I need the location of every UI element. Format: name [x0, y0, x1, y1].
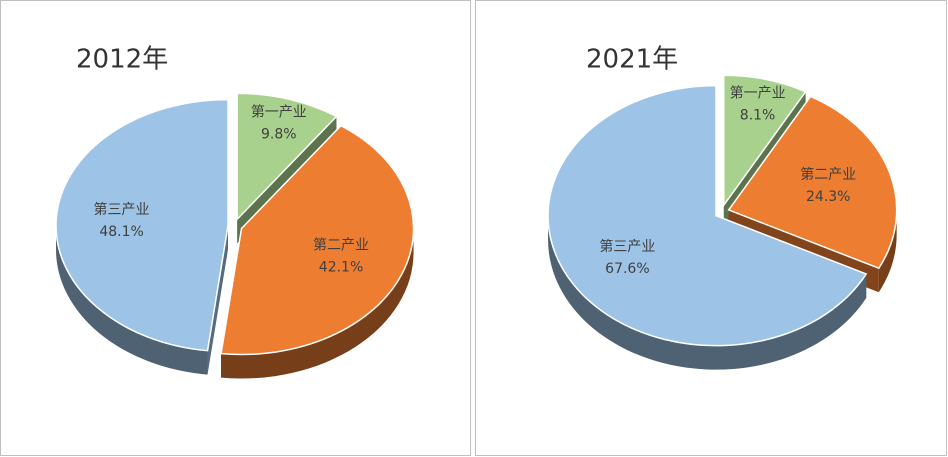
- slice-category: 第一产业: [730, 85, 786, 102]
- slice-category: 第二产业: [313, 237, 369, 254]
- slice: [723, 74, 807, 208]
- slice-category: 第三产业: [599, 238, 655, 255]
- slice-value-label: 24.3%: [806, 189, 850, 205]
- slice-side: [221, 228, 414, 379]
- chart-title: 2021年: [586, 45, 678, 75]
- slice-value-label: 8.1%: [740, 108, 776, 124]
- slice: [547, 84, 868, 347]
- slice-side: [56, 225, 208, 375]
- slice-value-label: 67.6%: [605, 261, 649, 277]
- slice-side: [878, 209, 897, 293]
- slice-face: [207, 225, 229, 375]
- slice-value-label: 42.1%: [319, 260, 363, 276]
- slice-value-label: 9.8%: [261, 126, 297, 142]
- slice: [220, 124, 415, 356]
- panel-border: [475, 0, 947, 456]
- slice-side: [548, 215, 867, 370]
- slice: [727, 95, 898, 270]
- slice-category: 第三产业: [94, 201, 150, 218]
- panel-border: [0, 0, 471, 456]
- slice: [236, 92, 338, 222]
- chart-title: 2012年: [76, 45, 168, 75]
- slice-category: 第二产业: [800, 166, 856, 183]
- slice-category: 第一产业: [251, 103, 307, 120]
- slice-value-label: 48.1%: [99, 224, 143, 240]
- slice: [55, 98, 229, 352]
